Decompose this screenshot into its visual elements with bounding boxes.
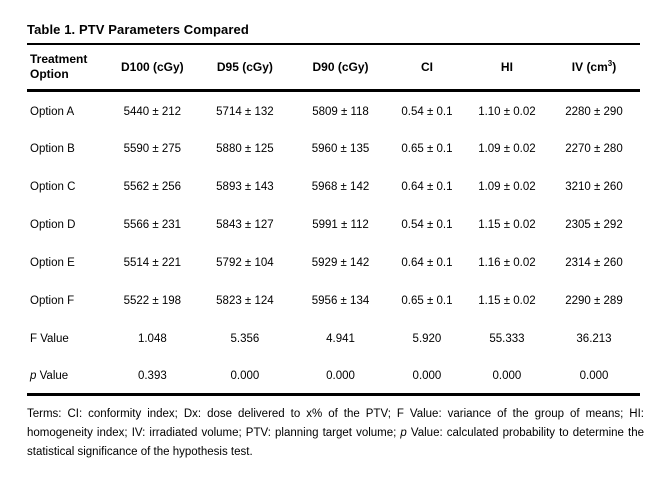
table-cell: 2290 ± 289	[565, 295, 623, 307]
table-cell: 5843 ± 127	[216, 219, 274, 231]
table-cell: 5823 ± 124	[216, 295, 274, 307]
table-cell: 0.64 ± 0.1	[401, 181, 453, 193]
table-cell: 55.333	[489, 333, 525, 345]
table-cell: 36.213	[576, 333, 612, 345]
row-label: Option F	[30, 295, 75, 307]
footnote-text: Value: calculated probability to determi…	[27, 427, 644, 458]
table-cell: 5809 ± 118	[312, 105, 369, 118]
table-cell: 0.000	[579, 370, 609, 383]
table-cell: 0.64 ± 0.1	[401, 257, 453, 269]
table-cell: 2314 ± 260	[565, 257, 623, 269]
table-cell: 0.393	[137, 370, 167, 383]
table-row-option-a: Option A 5440 ± 212 5714 ± 132 5809 ± 11…	[27, 91, 640, 129]
table-row-option-b: Option B 5590 ± 275 5880 ± 125 5960 ± 13…	[27, 129, 640, 167]
header-d100: D100 (cGy)	[120, 60, 184, 74]
table-cell: 0.000	[326, 370, 355, 383]
table-row-p-value: p Value 0.393 0.000 0.000 0.000 0.000 0.…	[27, 357, 640, 395]
p-value-label-rest: Value	[36, 370, 69, 383]
table-cell: 0.000	[230, 370, 260, 383]
row-label: Option D	[30, 219, 76, 231]
table-cell: 0.54 ± 0.1	[401, 219, 453, 231]
table-cell: 2280 ± 290	[565, 105, 623, 118]
header-iv: IV (cm3)	[548, 44, 640, 91]
table-footnote: Terms: CI: conformity index; Dx: dose de…	[27, 405, 644, 462]
table-cell: 0.54 ± 0.1	[401, 105, 453, 118]
header-hi: HI	[500, 60, 513, 74]
row-label: Option A	[30, 105, 75, 118]
table-cell: 5880 ± 125	[216, 143, 274, 155]
table-cell: 5893 ± 143	[216, 181, 274, 193]
header-iv-text: )	[612, 60, 617, 74]
footnote-italic-p: p	[400, 427, 407, 439]
table-cell: 5590 ± 275	[123, 143, 182, 155]
header-ci: CI	[420, 60, 433, 74]
ptv-parameters-table: Treatment Option D100 (cGy) D95 (cGy) D90…	[27, 43, 640, 396]
table-cell: 5929 ± 142	[311, 257, 370, 269]
table-cell: 5.356	[230, 333, 260, 345]
row-label: Option E	[30, 257, 75, 269]
header-line: Treatment	[30, 52, 88, 66]
table-cell: 0.000	[492, 370, 522, 383]
table-cell: 1.09 ± 0.02	[478, 181, 536, 193]
table-cell: 1.16 ± 0.02	[478, 257, 536, 269]
table-cell: 5960 ± 135	[311, 143, 370, 155]
table-row-f-value: F Value 1.048 5.356 4.941 5.920 55.333 3…	[27, 319, 640, 357]
header-d90: D90 (cGy)	[312, 60, 369, 74]
table-cell: 1.048	[137, 333, 167, 345]
table-cell: 4.941	[326, 333, 355, 345]
table-cell: 1.10 ± 0.02	[478, 105, 536, 118]
table-cell: 1.15 ± 0.02	[478, 295, 536, 307]
table-cell: 0.65 ± 0.1	[401, 143, 453, 155]
table-cell: 1.09 ± 0.02	[478, 143, 536, 155]
table-cell: 5522 ± 198	[123, 295, 182, 307]
table-cell: 5566 ± 231	[123, 219, 182, 231]
table-cell: 5714 ± 132	[216, 105, 274, 118]
header-treatment-option: Treatment Option	[27, 44, 108, 91]
table-cell: 5440 ± 212	[123, 105, 182, 118]
table-cell: 5562 ± 256	[123, 181, 182, 193]
table-cell: 5956 ± 134	[311, 295, 370, 307]
table-row-option-f: Option F 5522 ± 198 5823 ± 124 5956 ± 13…	[27, 281, 640, 319]
table-row-option-c: Option C 5562 ± 256 5893 ± 143 5968 ± 14…	[27, 167, 640, 205]
p-value-italic-p: p	[30, 370, 37, 383]
table-cell: 0.000	[412, 370, 442, 383]
header-iv-text: IV (cm	[571, 60, 608, 74]
table-cell: 1.15 ± 0.02	[478, 219, 536, 231]
footnote-text: Terms: CI: conformity index; Dx: dose de…	[27, 408, 644, 439]
row-label: p Value	[27, 357, 108, 395]
header-d95: D95 (cGy)	[216, 60, 273, 74]
table-row-option-d: Option D 5566 ± 231 5843 ± 127 5991 ± 11…	[27, 205, 640, 243]
table-row-option-e: Option E 5514 ± 221 5792 ± 104 5929 ± 14…	[27, 243, 640, 281]
table-cell: 5514 ± 221	[123, 257, 182, 269]
table-cell: 5792 ± 104	[216, 257, 274, 269]
header-line: Option	[30, 67, 69, 81]
row-label: Option C	[30, 181, 76, 193]
table-cell: 3210 ± 260	[565, 181, 623, 193]
table-cell: 2305 ± 292	[565, 219, 623, 231]
table-cell: 5.920	[412, 333, 442, 345]
table-cell: 5991 ± 112	[312, 219, 369, 231]
table-cell: 5968 ± 142	[311, 181, 370, 193]
table-cell: 2270 ± 280	[565, 143, 623, 155]
table-title: Table 1. PTV Parameters Compared	[27, 22, 249, 37]
row-label: Option B	[30, 143, 75, 155]
table-cell: 0.65 ± 0.1	[401, 295, 453, 307]
row-label: F Value	[30, 333, 69, 345]
table-header-row: Treatment Option D100 (cGy) D95 (cGy) D90…	[27, 44, 640, 91]
header-iv-superscript: 3	[607, 59, 613, 68]
